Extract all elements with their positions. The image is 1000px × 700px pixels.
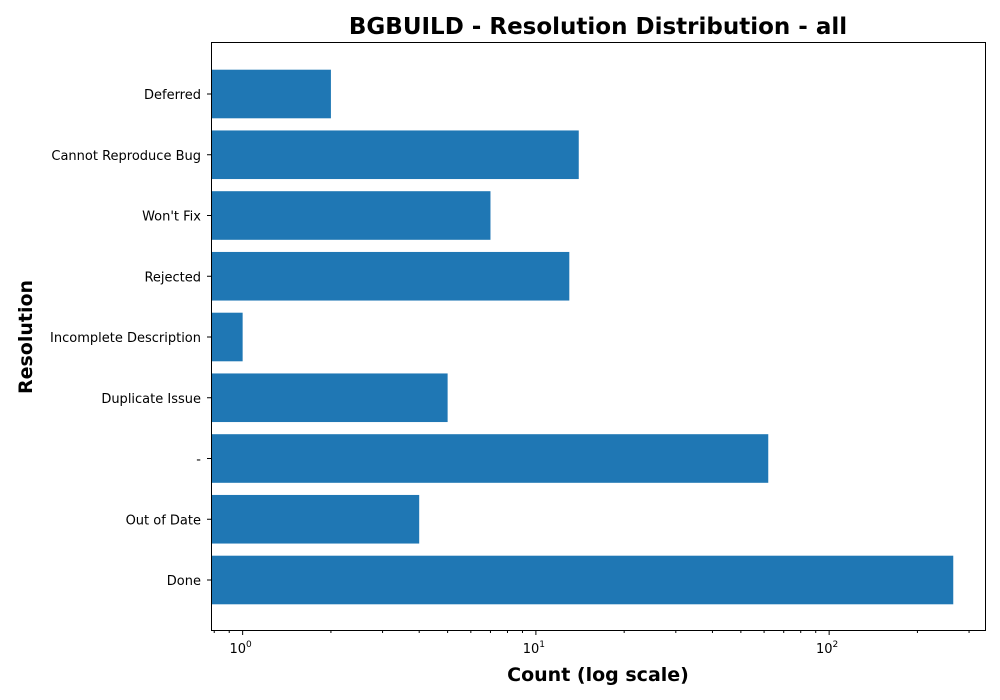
bar-done <box>211 555 954 605</box>
y-tick-label-won-t-fix: Won't Fix <box>142 210 201 225</box>
bar-incomplete-description <box>211 312 243 362</box>
y-tick-label-out-of-date: Out of Date <box>126 513 201 528</box>
x-tick-label: 100 <box>230 640 253 657</box>
bar-won-t-fix <box>211 191 491 240</box>
y-tick-label-done: Done <box>167 574 201 589</box>
y-tick-label-incomplete-description: Incomplete Description <box>50 331 201 346</box>
plot-frame <box>211 42 986 631</box>
bar-duplicate-issue <box>211 373 448 423</box>
bar-blank <box>211 434 769 483</box>
x-axis-label: Count (log scale) <box>507 664 689 686</box>
x-axis: 100 101 102 <box>213 630 970 657</box>
y-tick-label-blank: - <box>196 453 201 468</box>
bar-out-of-date <box>211 494 420 544</box>
x-tick-label: 102 <box>816 640 838 657</box>
y-axis-label: Resolution <box>15 280 37 394</box>
y-tick-label-rejected: Rejected <box>144 270 201 285</box>
bar-cannot-reproduce-bug <box>211 130 579 180</box>
bar-deferred <box>211 69 331 119</box>
chart-title: BGBUILD - Resolution Distribution - all <box>349 14 847 40</box>
y-tick-label-cannot-reproduce-bug: Cannot Reproduce Bug <box>51 149 201 164</box>
bar-rejected <box>211 251 570 301</box>
y-tick-label-deferred: Deferred <box>144 88 201 103</box>
x-tick-label: 101 <box>523 640 545 657</box>
y-axis: Done Out of Date - Duplicate Issue Incomplet… <box>50 88 211 589</box>
y-tick-label-duplicate-issue: Duplicate Issue <box>101 392 201 407</box>
bars-group <box>211 69 954 605</box>
